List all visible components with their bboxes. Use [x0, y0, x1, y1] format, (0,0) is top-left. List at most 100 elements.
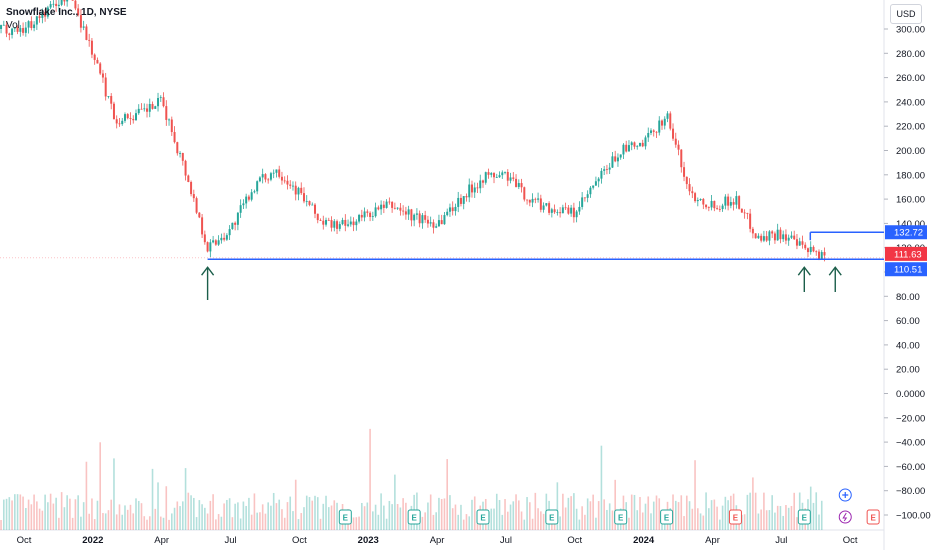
volume-bar	[58, 517, 60, 530]
volume-bar	[179, 506, 181, 530]
volume-bar	[584, 514, 586, 530]
earnings-marker[interactable]	[407, 509, 421, 525]
earnings-marker[interactable]	[728, 509, 742, 525]
candle-body	[729, 202, 732, 206]
candle-body	[269, 173, 272, 180]
volume-bar	[33, 494, 35, 530]
up-arrow-head	[201, 266, 215, 276]
candle-body	[735, 196, 738, 205]
volume-bar	[206, 513, 209, 530]
candle-body	[93, 54, 96, 60]
earnings-marker[interactable]	[660, 509, 674, 525]
volume-bar	[421, 516, 424, 530]
volume-bar	[193, 497, 195, 530]
candle-body	[820, 252, 823, 259]
candle-body	[817, 251, 820, 259]
candle-body	[314, 204, 317, 214]
candle-body	[302, 193, 305, 202]
volume-bar	[297, 519, 300, 530]
candle-body	[586, 194, 589, 198]
volume-bar	[614, 479, 616, 530]
candle-body	[151, 104, 154, 109]
volume-bar	[361, 502, 363, 530]
volume-bar	[256, 512, 258, 530]
candle-body	[393, 207, 396, 209]
volume-bar	[165, 486, 168, 530]
candle-body	[484, 172, 487, 183]
volume-bar	[526, 497, 528, 530]
candle-body	[597, 178, 600, 182]
candle-body	[85, 26, 88, 40]
candle-body	[168, 119, 171, 121]
candle-body	[611, 156, 614, 168]
volume-bar	[231, 517, 234, 530]
volume-bar	[438, 497, 440, 530]
candle-body	[344, 219, 347, 226]
candle-body	[771, 231, 774, 234]
currency-button[interactable]: USD	[890, 4, 922, 24]
candle-body	[308, 201, 311, 205]
time-tick-label: Apr	[705, 535, 720, 546]
candle-body	[790, 235, 793, 238]
volume-bar	[294, 479, 297, 530]
volume-bar	[19, 494, 22, 530]
candle-body	[214, 240, 217, 245]
candle-body	[713, 200, 716, 209]
candle-body	[66, 0, 69, 2]
candle-body	[746, 212, 749, 214]
price-tick-label: 0.0000	[896, 389, 925, 400]
earnings-marker[interactable]	[545, 509, 559, 525]
candle-body	[245, 196, 248, 204]
candle-body	[247, 196, 250, 200]
candle-body	[542, 205, 545, 210]
candle-body	[493, 173, 496, 178]
candle-body	[179, 153, 182, 154]
candle-body	[616, 157, 619, 162]
earnings-marker[interactable]	[866, 509, 880, 525]
volume-bar	[600, 445, 603, 530]
volume-bar	[633, 494, 636, 530]
candle-body	[256, 181, 259, 192]
candle-body	[768, 231, 771, 241]
candle-body	[809, 246, 812, 253]
earnings-marker[interactable]	[614, 509, 628, 525]
candle-body	[363, 211, 366, 218]
candle-body	[162, 97, 165, 107]
candle-body	[250, 192, 253, 200]
volume-bar	[327, 507, 330, 530]
earnings-marker-label: E	[802, 514, 808, 523]
candle-body	[738, 196, 741, 209]
candle-body	[201, 217, 204, 235]
price-tick-label: −60.00	[896, 462, 925, 473]
candle-body	[437, 220, 440, 227]
volume-bar	[330, 505, 333, 530]
volume-bar	[27, 499, 30, 530]
candle-body	[71, 0, 74, 1]
volume-bar	[647, 496, 650, 530]
earnings-marker[interactable]	[797, 509, 811, 525]
volume-bar	[204, 507, 206, 530]
price-tick-label: −100.00	[896, 511, 931, 522]
candle-body	[16, 27, 19, 32]
volume-bar	[465, 514, 468, 530]
candle-body	[468, 184, 471, 198]
candle-body	[655, 131, 658, 133]
earnings-marker[interactable]	[476, 509, 490, 525]
volume-bar	[44, 494, 46, 530]
earnings-marker[interactable]	[338, 509, 352, 525]
volume-bar	[402, 498, 404, 530]
candle-body	[327, 219, 330, 221]
candle-body	[203, 234, 206, 243]
candle-body	[683, 167, 686, 177]
volume-bar	[182, 501, 184, 530]
up-arrow-head	[828, 266, 842, 276]
candle-body	[377, 207, 380, 210]
candle-body	[134, 113, 137, 121]
candle-body	[515, 178, 518, 187]
volume-bar	[135, 498, 137, 530]
candle-body	[421, 215, 424, 224]
candle-body	[55, 3, 58, 6]
lightning-icon[interactable]	[838, 510, 852, 524]
price-tick-label: 220.00	[896, 122, 925, 133]
